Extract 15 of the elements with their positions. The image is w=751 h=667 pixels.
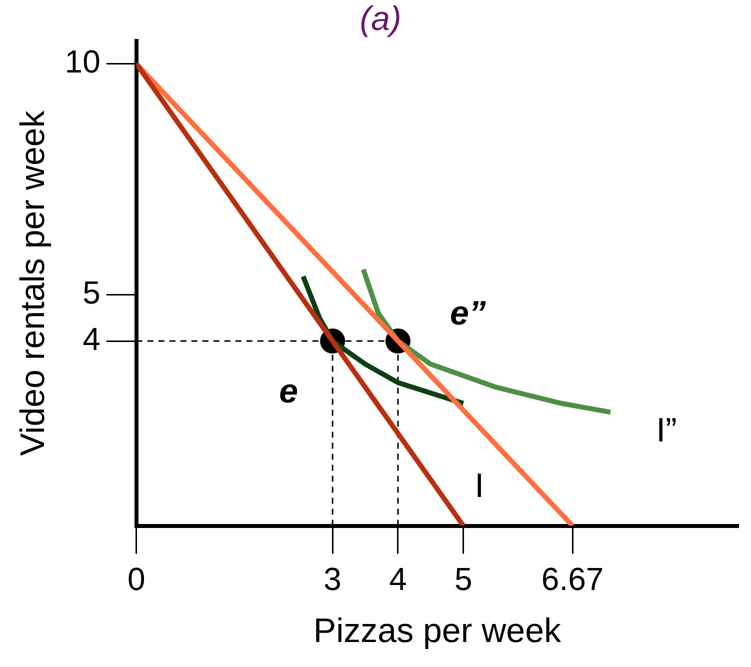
x-tick-label: 4 <box>389 560 407 597</box>
chart-title: (a) <box>360 0 402 38</box>
x-axis-title: Pizzas per week <box>313 612 562 650</box>
y-tick-label: 5 <box>82 274 100 311</box>
x-tick-label: 0 <box>127 560 146 597</box>
y-axis-title: Video rentals per week <box>14 110 52 456</box>
y-tick-label: 10 <box>64 44 100 80</box>
series-label: I <box>474 467 484 506</box>
x-tick-label: 3 <box>324 560 342 597</box>
series-label: e <box>279 372 298 410</box>
y-tick-label: 4 <box>82 320 100 357</box>
x-tick-label: 6.67 <box>541 560 604 597</box>
series-label: I” <box>656 412 677 450</box>
x-tick-label: 5 <box>454 560 472 597</box>
series-label: e” <box>450 294 486 332</box>
